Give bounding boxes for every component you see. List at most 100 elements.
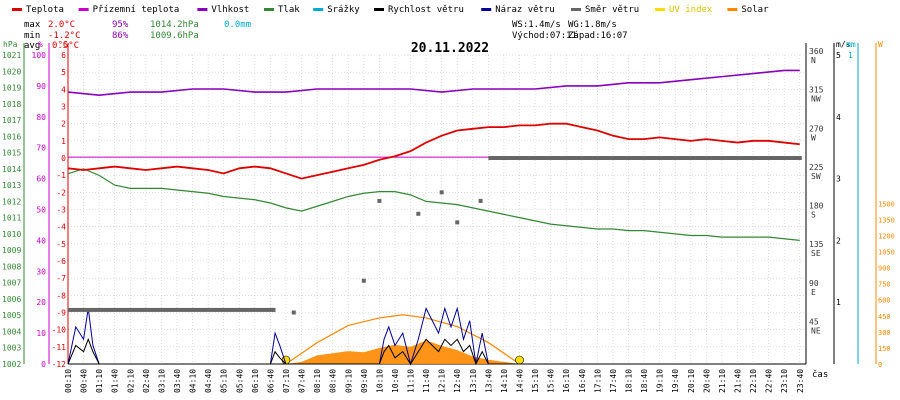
x-tick-label: 18:40 bbox=[640, 369, 649, 393]
tick-hpa: 1019 bbox=[2, 84, 21, 93]
tick-compass: NE bbox=[811, 326, 821, 335]
tick-hpa: 1014 bbox=[2, 165, 21, 174]
x-tick-label: 08:40 bbox=[329, 369, 338, 393]
wind-direction-point bbox=[455, 220, 460, 225]
tick-celsius: 4 bbox=[61, 85, 66, 94]
sunset-marker bbox=[515, 355, 524, 365]
wind-direction-bar bbox=[68, 307, 274, 312]
tick-hpa: 1012 bbox=[2, 197, 21, 206]
tick-celsius: -7 bbox=[56, 274, 66, 283]
legend-swatch bbox=[481, 8, 492, 11]
x-tick-label: 03:40 bbox=[173, 369, 182, 393]
x-tick-label: 12:10 bbox=[438, 369, 447, 393]
tick-hpa: 1005 bbox=[2, 311, 21, 320]
axis-celsius-title: °C bbox=[58, 40, 68, 49]
tick-celsius: -2 bbox=[56, 188, 66, 197]
stat-max-hum: 95% bbox=[112, 20, 129, 30]
x-tick-label: 11:40 bbox=[422, 369, 431, 393]
stat-rain: 0.0mm bbox=[224, 20, 251, 30]
stat-max-press: 1014.2hPa bbox=[150, 20, 199, 30]
x-tick-label: 02:10 bbox=[126, 369, 135, 393]
tick-direction: 135 bbox=[809, 240, 824, 249]
tick-compass: E bbox=[811, 288, 816, 297]
tick-celsius: 5 bbox=[61, 68, 66, 77]
x-tick-label: 10:10 bbox=[375, 369, 384, 393]
tick-hpa: 1006 bbox=[2, 295, 21, 304]
tick-percent: 30 bbox=[36, 267, 46, 276]
x-tick-label: 01:10 bbox=[95, 369, 104, 393]
legend-swatch bbox=[727, 8, 738, 11]
tick-w: 1050 bbox=[878, 249, 895, 257]
tick-percent: 90 bbox=[36, 82, 46, 91]
chart-title: 20.11.2022 bbox=[411, 41, 489, 56]
grid bbox=[67, 54, 806, 365]
tick-ms: 4 bbox=[836, 113, 841, 122]
x-tick-label: 23:10 bbox=[780, 369, 789, 393]
x-tick-label: 01:40 bbox=[111, 369, 120, 393]
legend-swatch bbox=[313, 8, 324, 11]
tick-ms: 2 bbox=[836, 236, 841, 245]
tick-compass: SW bbox=[811, 172, 821, 181]
x-tick-label: 06:10 bbox=[251, 369, 260, 393]
stat-min-temp: -1.2°C bbox=[48, 31, 81, 41]
x-tick-label: 22:10 bbox=[749, 369, 758, 393]
x-axis-ticks: 00:10 00:40 01:10 01:40 02:10 02:40 03:10 03:40… bbox=[64, 369, 805, 393]
legend-swatch bbox=[78, 8, 89, 11]
x-tick-label: 21:10 bbox=[718, 369, 727, 393]
wind-direction-point bbox=[361, 278, 366, 283]
wind-direction-point bbox=[416, 211, 421, 216]
tick-compass: S bbox=[811, 211, 816, 220]
tick-hpa: 1002 bbox=[2, 360, 21, 369]
x-tick-label: 17:10 bbox=[593, 369, 602, 393]
x-tick-label: 04:40 bbox=[204, 369, 213, 393]
legend: Teplota Přízemní teplota Vlhkost Tlak Srážky… bbox=[12, 5, 769, 15]
tick-celsius: -9 bbox=[56, 309, 66, 318]
axis-percent-title: % bbox=[38, 40, 43, 49]
tick-hpa: 1015 bbox=[2, 149, 21, 158]
legend-label: Rychlost větru bbox=[388, 5, 464, 15]
tick-hpa: 1007 bbox=[2, 279, 21, 288]
wind-direction-point bbox=[271, 307, 276, 312]
tick-direction: 360 bbox=[809, 47, 824, 56]
tick-percent: 40 bbox=[36, 236, 46, 245]
tick-ms: 5 bbox=[836, 51, 841, 60]
tick-hpa: 1004 bbox=[2, 327, 21, 336]
x-tick-label: 06:40 bbox=[266, 369, 275, 393]
x-tick-label: 13:10 bbox=[469, 369, 478, 393]
tick-direction: 270 bbox=[809, 124, 824, 133]
x-tick-label: 13:40 bbox=[484, 369, 493, 393]
x-tick-label: 03:10 bbox=[157, 369, 166, 393]
legend-swatch bbox=[571, 8, 581, 11]
tick-percent: 70 bbox=[36, 144, 46, 153]
tick-w: 1350 bbox=[878, 216, 895, 224]
x-tick-label: 09:40 bbox=[360, 369, 369, 393]
legend-label: Srážky bbox=[327, 5, 360, 15]
x-tick-label: 09:10 bbox=[344, 369, 353, 393]
series-temperature bbox=[67, 122, 800, 180]
series-layer bbox=[67, 69, 802, 366]
tick-compass: N bbox=[811, 56, 816, 65]
x-tick-label: 21:40 bbox=[733, 369, 742, 393]
stat-min-label: min bbox=[24, 31, 40, 41]
tick-direction: 225 bbox=[809, 163, 824, 172]
stat-ws: WS:1.4m/s bbox=[512, 20, 561, 30]
x-tick-label: 08:10 bbox=[313, 369, 322, 393]
tick-mm: 1 bbox=[848, 51, 853, 60]
legend-label: Solar bbox=[741, 5, 769, 15]
legend-label: Přízemní teplota bbox=[93, 5, 180, 15]
legend-label: Směr větru bbox=[585, 5, 639, 15]
legend-swatch bbox=[264, 8, 274, 11]
x-tick-label: 14:10 bbox=[500, 369, 509, 393]
tick-hpa: 1011 bbox=[2, 214, 21, 223]
x-tick-label: 22:40 bbox=[765, 369, 774, 393]
legend-swatch bbox=[12, 8, 22, 11]
legend-label: Tlak bbox=[278, 5, 300, 15]
x-tick-label: 10:40 bbox=[391, 369, 400, 393]
tick-compass: NW bbox=[811, 95, 821, 104]
tick-celsius: 0 bbox=[61, 154, 66, 163]
tick-celsius: 6 bbox=[61, 51, 66, 60]
tick-hpa: 1018 bbox=[2, 100, 21, 109]
tick-celsius: -5 bbox=[56, 240, 66, 249]
wind-direction-point bbox=[439, 190, 444, 195]
tick-w: 0 bbox=[878, 361, 882, 369]
